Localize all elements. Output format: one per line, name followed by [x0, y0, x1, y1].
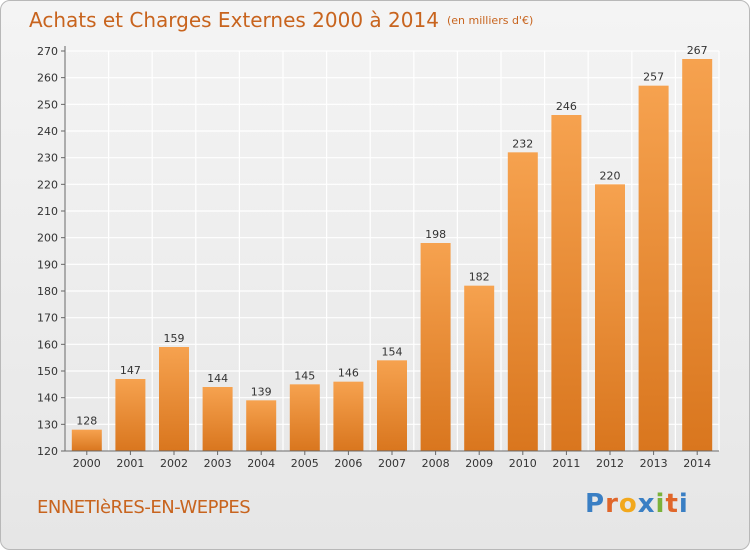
bar-2007	[377, 360, 407, 451]
y-tick-label: 270	[37, 45, 58, 58]
bar-2004	[246, 400, 277, 451]
bar-2011	[551, 115, 582, 451]
bar-2000	[71, 429, 102, 451]
x-tick-label: 2004	[247, 457, 275, 470]
data-label: 147	[120, 364, 141, 377]
bar-2012	[595, 184, 625, 452]
data-label: 220	[600, 169, 621, 182]
x-tick-label: 2014	[683, 457, 711, 470]
bar-2006	[333, 381, 364, 451]
x-tick-label: 2005	[291, 457, 319, 470]
data-label: 267	[687, 44, 708, 57]
data-label: 146	[338, 367, 359, 380]
x-tick-label: 2013	[640, 457, 668, 470]
y-tick-label: 230	[37, 152, 58, 165]
data-label: 128	[76, 415, 97, 428]
x-tick-label: 2000	[73, 457, 101, 470]
y-tick-label: 160	[37, 338, 58, 351]
commune-name: ENNETIèRES-EN-WEPPES	[37, 497, 251, 518]
value-labels: 128 147 159 144 139 145 146 154 198 182 232 246 220 2…	[76, 44, 707, 428]
bar-2009	[464, 285, 495, 451]
y-tick-label: 170	[37, 312, 58, 325]
bar-2013	[638, 85, 669, 452]
data-label: 198	[425, 228, 446, 241]
logo-letter: P	[585, 489, 606, 519]
y-tick-label: 200	[37, 232, 58, 245]
bar-2002	[159, 347, 189, 451]
chart-subtitle: (en milliers d'€)	[446, 14, 534, 27]
logo-letter: x	[637, 489, 656, 519]
x-tick-label: 2009	[465, 457, 493, 470]
y-tick-label: 190	[37, 258, 58, 271]
logo-letter: t	[665, 489, 679, 519]
bar-2008	[420, 243, 451, 451]
x-tick-label: 2011	[552, 457, 580, 470]
bar-2001	[115, 379, 146, 451]
y-tick-label: 130	[37, 418, 58, 431]
y-tick-label: 240	[37, 125, 58, 138]
logo-letter: i	[655, 489, 666, 519]
logo-letter: r	[605, 489, 619, 519]
data-label: 159	[164, 332, 185, 345]
y-tick-label: 250	[37, 98, 58, 111]
y-tick-label: 220	[37, 178, 58, 191]
data-label: 144	[207, 372, 228, 385]
x-tick-label: 2006	[334, 457, 362, 470]
data-label: 145	[294, 369, 315, 382]
x-tick-label: 2001	[116, 457, 144, 470]
chart-title-text: Achats et Charges Externes 2000 à 2014	[29, 8, 439, 32]
y-tick-label: 210	[37, 205, 58, 218]
logo-letter: i	[678, 489, 689, 519]
y-tick-label: 140	[37, 392, 58, 405]
bar-2010	[507, 152, 538, 452]
x-tick-label: 2010	[509, 457, 537, 470]
chart-title: Achats et Charges Externes 2000 à 2014 (e…	[29, 8, 533, 32]
data-label: 232	[512, 137, 533, 150]
bar-2003	[202, 387, 233, 451]
y-tick-label: 260	[37, 72, 58, 85]
y-tick-label: 150	[37, 365, 58, 378]
bar-2014	[682, 59, 713, 451]
data-label: 182	[469, 271, 490, 284]
x-tick-label: 2007	[378, 457, 406, 470]
x-tick-label: 2003	[204, 457, 232, 470]
x-tick-label: 2008	[422, 457, 450, 470]
x-tick-label: 2012	[596, 457, 624, 470]
y-tick-label: 120	[37, 445, 58, 458]
data-label: 154	[382, 345, 403, 358]
logo-letter: o	[618, 489, 638, 519]
data-label: 257	[643, 71, 664, 84]
bars	[71, 59, 713, 452]
data-label: 246	[556, 100, 577, 113]
bar-2005	[289, 384, 320, 451]
data-label: 139	[251, 385, 272, 398]
axes: 120 130 140 150 160 170 180 190 200 210 220 230 240 2…	[37, 45, 719, 470]
proxiti-logo: Proxiti	[585, 489, 689, 519]
x-tick-label: 2002	[160, 457, 188, 470]
y-tick-label: 180	[37, 285, 58, 298]
